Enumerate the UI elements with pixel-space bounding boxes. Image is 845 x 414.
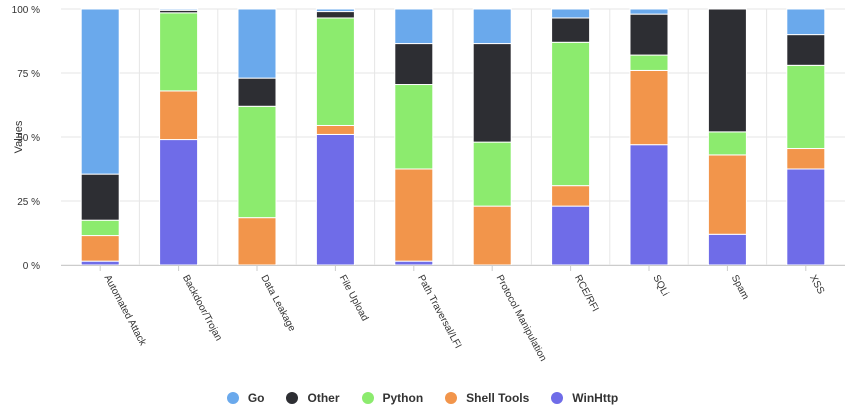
bar-other xyxy=(707,8,747,133)
bar-other xyxy=(237,77,277,107)
legend-label: Python xyxy=(382,391,424,405)
bar-shell-tools xyxy=(707,154,747,235)
legend-swatch xyxy=(286,392,299,404)
x-tick-label: Spam xyxy=(729,273,751,301)
legend-item-other[interactable]: Other xyxy=(286,391,340,405)
bar-winhttp xyxy=(786,168,826,266)
bar-shell-tools xyxy=(786,148,826,170)
bar-winhttp xyxy=(707,233,747,266)
legend-item-winhttp[interactable]: WinHttp xyxy=(551,391,618,405)
bar-python xyxy=(629,54,669,71)
legend-item-python[interactable]: Python xyxy=(361,391,424,405)
x-tick-label: Automated Attack xyxy=(102,273,149,348)
bar-winhttp xyxy=(315,133,355,266)
y-tick-label: 0 % xyxy=(23,261,40,272)
x-tick-label: XSS xyxy=(807,273,826,296)
bar-python xyxy=(80,219,120,237)
x-tick-label: Backdoor/Trojan xyxy=(180,273,224,343)
bar-other xyxy=(786,34,826,66)
chart-legend: Go Other Python Shell Tools WinHttp xyxy=(0,388,845,408)
x-tick-label: RCE/RFI xyxy=(572,273,600,313)
bar-go xyxy=(394,8,434,45)
legend-swatch xyxy=(551,392,564,404)
bar-other xyxy=(394,43,434,86)
bar-shell-tools xyxy=(394,168,434,262)
legend-swatch xyxy=(361,392,374,404)
bar-python xyxy=(786,64,826,150)
stacked-bar-chart: 0 % 25 % 50 % 75 % 100 % Values Automated Atta… xyxy=(12,5,845,363)
bar-go xyxy=(80,8,120,175)
y-axis-label: Values xyxy=(13,120,25,153)
legend-label: Go xyxy=(247,391,265,405)
x-tick-label: Path Traversal/LFI xyxy=(415,273,463,350)
legend-swatch xyxy=(445,392,458,404)
legend-item-shell-tools[interactable]: Shell Tools xyxy=(445,391,529,405)
bar-shell-tools xyxy=(629,69,669,146)
bar-winhttp xyxy=(394,260,434,266)
bar-other xyxy=(472,43,512,143)
bar-go xyxy=(237,8,277,79)
bar-winhttp xyxy=(80,260,120,266)
bar-shell-tools xyxy=(551,185,591,207)
bar-python xyxy=(394,84,434,170)
y-tick-label: 50 % xyxy=(17,133,40,144)
bar-python xyxy=(315,17,355,126)
bar-shell-tools xyxy=(159,90,199,141)
bar-winhttp xyxy=(551,205,591,266)
bar-other xyxy=(551,17,591,43)
legend-label: Shell Tools xyxy=(466,391,530,405)
bar-shell-tools xyxy=(472,205,512,266)
bar-python xyxy=(707,131,747,156)
y-tick-label: 100 % xyxy=(12,5,40,16)
bar-python xyxy=(472,141,512,207)
x-tick-label: Data Leakage xyxy=(258,273,297,334)
x-tick-label: Protocol Manipulation xyxy=(494,273,549,363)
y-tick-label: 75 % xyxy=(17,69,40,80)
bar-other xyxy=(629,13,669,56)
legend-item-go[interactable]: Go xyxy=(226,391,265,405)
bar-python xyxy=(159,12,199,92)
bar-other xyxy=(80,173,120,221)
y-tick-label: 25 % xyxy=(17,197,40,208)
bar-python xyxy=(237,105,277,219)
bar-shell-tools xyxy=(237,217,277,266)
bar-go xyxy=(551,8,591,19)
legend-label: Other xyxy=(307,391,340,405)
bar-winhttp xyxy=(629,144,669,266)
bar-go xyxy=(629,8,669,15)
bar-go xyxy=(786,8,826,36)
bar-go xyxy=(472,8,512,45)
legend-label: WinHttp xyxy=(572,391,619,405)
bar-go xyxy=(159,8,199,11)
bar-python xyxy=(551,41,591,187)
x-tick-label: File Upload xyxy=(337,273,370,323)
legend-swatch xyxy=(226,392,239,404)
bar-winhttp xyxy=(159,139,199,266)
bar-shell-tools xyxy=(315,124,355,135)
bar-go xyxy=(315,8,355,13)
bar-other xyxy=(315,11,355,19)
bar-shell-tools xyxy=(80,235,120,262)
x-tick-label: SQLi xyxy=(650,273,670,298)
